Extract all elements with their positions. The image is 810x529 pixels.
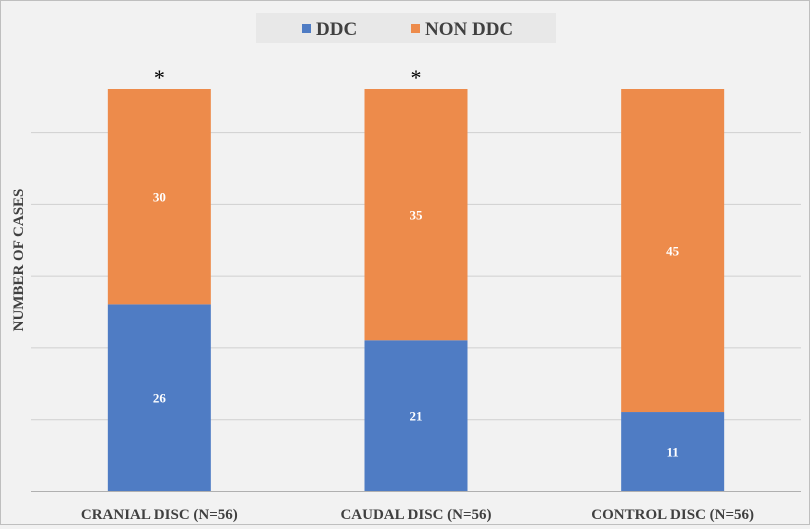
data-labels: 26 30 * 21 35 * 11 45 [153, 65, 680, 460]
x-tick-label: CAUDAL DISC (N=56) [340, 507, 491, 523]
legend-label: DDC [316, 19, 357, 40]
x-tick-label: CONTROL DISC (N=56) [591, 507, 754, 523]
y-axis-label: NUMBER OF CASES [11, 189, 27, 332]
bars [107, 89, 725, 491]
data-label: 26 [153, 391, 167, 406]
bar-ddc [621, 412, 725, 491]
data-label: 30 [153, 190, 166, 205]
legend-label: NON DDC [425, 19, 513, 40]
data-label: 21 [410, 409, 423, 424]
data-label: 35 [410, 208, 424, 223]
legend-swatch-ddc [302, 24, 311, 33]
significance-asterisk: * [411, 65, 422, 90]
x-tick-label: CRANIAL DISC (N=56) [81, 507, 238, 523]
data-label: 45 [666, 244, 680, 259]
significance-asterisk: * [154, 65, 165, 90]
x-tick-labels: CRANIAL DISC (N=56) CAUDAL DISC (N=56) CON… [81, 507, 754, 523]
bar-non-ddc [364, 89, 468, 341]
legend-swatch-non-ddc [411, 24, 420, 33]
data-label: 11 [667, 445, 679, 460]
bar-ddc [364, 340, 468, 491]
legend: DDC NON DDC [302, 19, 513, 40]
bar-non-ddc [621, 89, 725, 413]
bar-non-ddc [107, 89, 211, 305]
bar-ddc [107, 304, 211, 491]
